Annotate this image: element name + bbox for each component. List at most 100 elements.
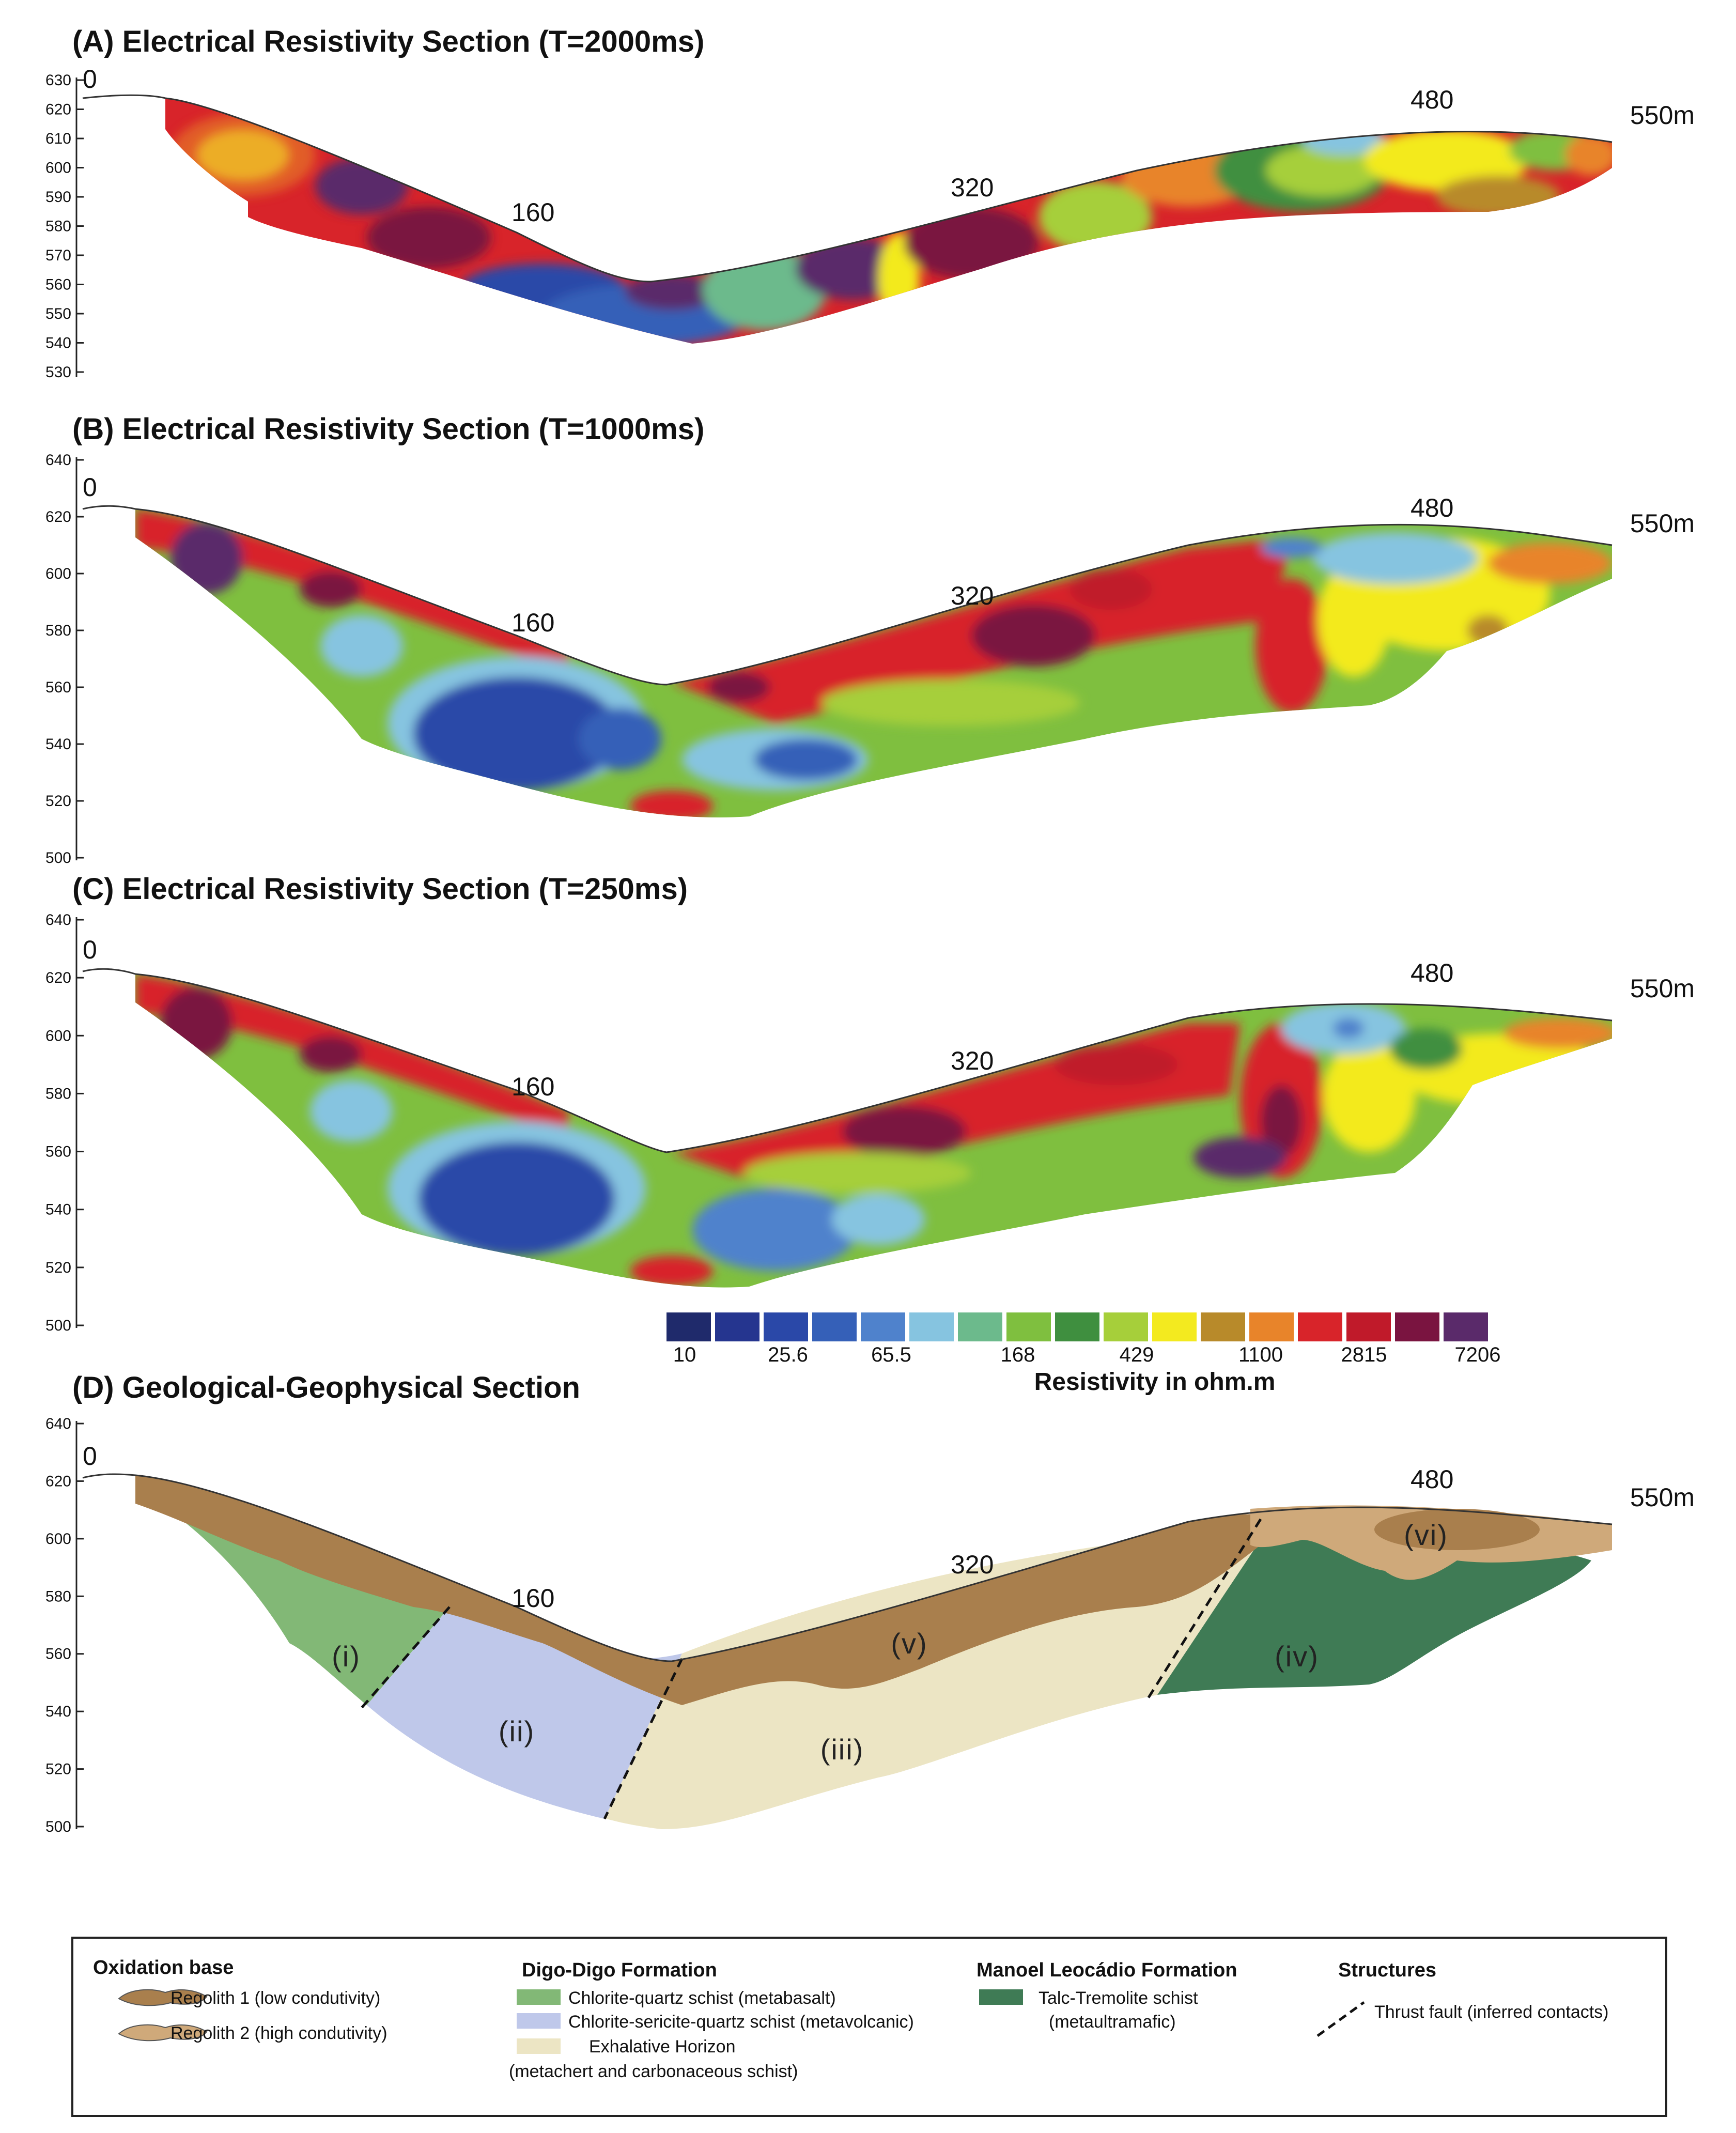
colorbar-swatch xyxy=(909,1312,954,1341)
elevation-tick-label: 610 xyxy=(45,130,71,147)
colorbar-swatch xyxy=(958,1312,1002,1341)
unit-label: (iii) xyxy=(820,1733,864,1766)
unit-label: (v) xyxy=(891,1627,927,1660)
elevation-tick-label: 640 xyxy=(45,1415,71,1432)
elevation-tick-label: 560 xyxy=(45,1143,71,1161)
exhalative-swatch xyxy=(517,2038,561,2054)
thrust-fault xyxy=(361,1606,451,1709)
regolith-1-swatch xyxy=(118,1989,208,2006)
distance-label: 550m xyxy=(1630,509,1695,538)
resistivity-section-b xyxy=(135,509,1612,817)
distance-label: 550m xyxy=(1630,1483,1695,1512)
colorbar-tick-label: 1100 xyxy=(1238,1343,1283,1366)
colorbar-tick-label: 65.5 xyxy=(871,1343,911,1366)
elevation-axis: 640 620 600 580 560 540 520 500 xyxy=(45,911,84,1334)
legend-item: Chlorite-sericite-quartz schist (metavol… xyxy=(568,2012,914,2032)
distance-label: 0 xyxy=(83,473,97,502)
elevation-tick-label: 580 xyxy=(45,1085,71,1102)
elevation-tick-label: 600 xyxy=(45,1027,71,1044)
elevation-tick-label: 640 xyxy=(45,452,71,469)
elevation-tick-label: 560 xyxy=(45,679,71,696)
distance-label: 160 xyxy=(512,608,554,637)
elevation-tick-label: 640 xyxy=(45,911,71,929)
distance-label: 480 xyxy=(1411,85,1453,114)
distance-label: 320 xyxy=(951,173,994,202)
legend-item: (metaultramafic) xyxy=(1049,2012,1176,2032)
colorbar-swatch xyxy=(1444,1312,1488,1341)
colorbar-swatch xyxy=(1104,1312,1148,1341)
distance-label: 0 xyxy=(83,1442,97,1471)
panel-title: (A) Electrical Resistivity Section (T=20… xyxy=(72,25,704,58)
thrust-fault xyxy=(603,1658,684,1820)
talc-tremolite-swatch xyxy=(979,1989,1023,2005)
elevation-tick-label: 620 xyxy=(45,101,71,118)
colorbar-tick-label: 7206 xyxy=(1455,1343,1501,1366)
colorbar-swatch xyxy=(1249,1312,1294,1341)
colorbar-swatch xyxy=(1006,1312,1051,1341)
chlorite-quartz-swatch xyxy=(517,1989,561,2005)
distance-label: 550m xyxy=(1630,101,1695,130)
elevation-tick-label: 570 xyxy=(45,247,71,264)
colorbar-swatch xyxy=(1201,1312,1245,1341)
elevation-tick-label: 520 xyxy=(45,1259,71,1276)
topography-line xyxy=(82,94,1613,283)
distance-label: 160 xyxy=(512,1072,554,1101)
distance-label: 480 xyxy=(1411,959,1453,987)
elevation-tick-label: 630 xyxy=(45,72,71,89)
colorbar-swatch xyxy=(812,1312,857,1341)
legend-heading-digo-digo: Digo-Digo Formation xyxy=(522,1959,717,1981)
elevation-tick-label: 560 xyxy=(45,1646,71,1663)
regolith-2-swatch xyxy=(118,2024,208,2042)
distance-label: 0 xyxy=(83,65,97,94)
elevation-tick-label: 550 xyxy=(45,305,71,322)
elevation-tick-label: 580 xyxy=(45,1588,71,1605)
distance-label: 320 xyxy=(951,1046,994,1075)
colorbar-swatch xyxy=(1152,1312,1197,1341)
legend-box xyxy=(71,1937,1667,2117)
legend-item: Chlorite-quartz schist (metabasalt) xyxy=(568,1988,836,2008)
panel-a-resistivity-2000ms: (A) Electrical Resistivity Section (T=20… xyxy=(45,25,1695,381)
elevation-tick-label: 530 xyxy=(45,364,71,381)
distance-label: 550m xyxy=(1630,974,1695,1003)
topography-line xyxy=(82,968,1613,1153)
unit-label: (vi) xyxy=(1404,1519,1448,1551)
elevation-tick-label: 600 xyxy=(45,1531,71,1548)
legend: Oxidation base Regolith 1 (low condutivi… xyxy=(71,1937,1667,2117)
chlorite-sericite-swatch xyxy=(517,2013,561,2029)
colorbar-swatch xyxy=(1395,1312,1439,1341)
elevation-tick-label: 540 xyxy=(45,1703,71,1720)
colorbar-tick-label: 429 xyxy=(1120,1343,1154,1366)
distance-label: 0 xyxy=(83,935,97,964)
thrust-fault xyxy=(1145,1518,1262,1701)
topography-line xyxy=(82,505,1613,686)
unit-label: (i) xyxy=(332,1640,361,1673)
distance-label: 480 xyxy=(1411,1465,1453,1494)
legend-heading-oxidation: Oxidation base xyxy=(93,1957,234,1979)
colorbar-swatch xyxy=(764,1312,808,1341)
distance-label: 160 xyxy=(512,1584,554,1613)
colorbar-swatch xyxy=(861,1312,905,1341)
colorbar-tick-label: 10 xyxy=(673,1343,696,1366)
elevation-tick-label: 580 xyxy=(45,218,71,235)
legend-heading-structures: Structures xyxy=(1338,1959,1436,1981)
resistivity-colorbar: 10 25.6 65.5 168 429 1100 2815 7206 Resi… xyxy=(667,1312,1500,1396)
thrust-fault-swatch xyxy=(1316,2001,1365,2037)
unit-regolith-1 xyxy=(135,1475,1261,1705)
colorbar-tick-label: 2815 xyxy=(1341,1343,1387,1366)
panel-d-geological-section: (D) Geological-Geophysical Section 640 62… xyxy=(45,1371,1695,1835)
colorbar-title: Resistivity in ohm.m xyxy=(1034,1368,1276,1396)
elevation-tick-label: 540 xyxy=(45,335,71,352)
legend-item: Thrust fault (inferred contacts) xyxy=(1374,2002,1609,2022)
legend-heading-manoel-leocadio: Manoel Leocádio Formation xyxy=(977,1959,1237,1981)
legend-item: Exhalative Horizon xyxy=(589,2037,735,2057)
legend-item: Talc-Tremolite schist xyxy=(1038,1988,1198,2008)
unit-label: (ii) xyxy=(499,1715,535,1748)
colorbar-tick-label: 25.6 xyxy=(768,1343,808,1366)
panel-c-resistivity-250ms: (C) Electrical Resistivity Section (T=25… xyxy=(45,872,1695,1396)
legend-item: Regolith 2 (high condutivity) xyxy=(171,2023,388,2043)
elevation-tick-label: 540 xyxy=(45,736,71,753)
distance-label: 320 xyxy=(951,581,994,610)
unit-label: (iv) xyxy=(1275,1640,1319,1673)
distance-label: 160 xyxy=(512,198,554,227)
colorbar-swatch xyxy=(1298,1312,1342,1341)
